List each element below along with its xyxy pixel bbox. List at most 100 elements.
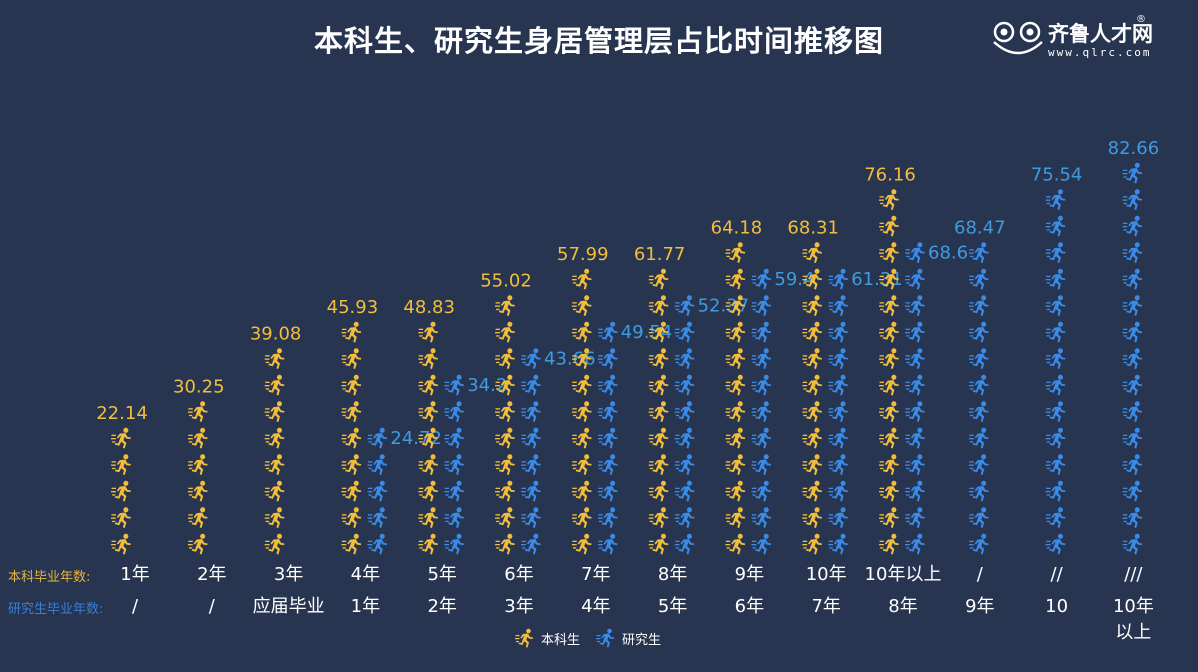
legend-undergrad-icon <box>515 628 535 648</box>
grad-years-tick-label: 9年 <box>965 596 995 617</box>
grad-runner-icon <box>1045 215 1066 237</box>
undergrad-runner-icon <box>187 480 208 502</box>
undergrad-runner-icon <box>264 427 285 449</box>
undergrad-runner-icon <box>725 348 746 369</box>
grad-runner-icon <box>444 507 464 528</box>
grad-runner-icon <box>968 295 989 316</box>
grad-runner-icon <box>968 374 989 396</box>
undergrad-runner-icon <box>495 321 515 343</box>
undergrad-row-label: 本科毕业年数: <box>8 570 91 585</box>
grad-runner-icon <box>674 533 695 555</box>
undergrad-runner-icon <box>648 401 669 422</box>
undergrad-runner-icon <box>341 348 362 369</box>
undergrad-runner-icon <box>341 533 362 555</box>
undergrad-runner-icon <box>264 454 285 475</box>
grad-runner-icon <box>597 348 618 369</box>
undergrad-runner-icon <box>495 295 515 316</box>
undergrad-runner-icon <box>418 480 438 502</box>
undergrad-runner-icon <box>802 454 822 475</box>
undergrad-runner-icon <box>725 454 746 475</box>
undergrad-runner-icon <box>802 480 822 502</box>
grad-runner-icon <box>521 348 541 369</box>
grad-runner-icon <box>521 454 541 475</box>
grad-runner-icon <box>597 480 618 502</box>
grad-runner-icon <box>751 454 772 475</box>
grad-runner-icon <box>674 454 695 475</box>
grad-runner-icon <box>444 533 464 555</box>
grad-runner-icon <box>828 480 848 502</box>
grad-runner-icon <box>905 268 925 290</box>
grad-runner-icon <box>905 454 925 475</box>
chart-title: 本科生、研究生身居管理层占比时间推移图 <box>313 24 884 58</box>
undergrad-runner-icon <box>725 242 746 263</box>
grad-runner-icon <box>674 295 695 316</box>
grad-runner-icon <box>1045 480 1066 502</box>
undergrad-years-tick-label: 2年 <box>197 564 227 585</box>
undergrad-runner-icon <box>341 427 362 449</box>
grad-runner-icon <box>444 454 464 475</box>
grad-runner-icon <box>1045 454 1066 475</box>
grad-runner-icon <box>1122 242 1143 263</box>
undergrad-runner-icon <box>341 401 362 422</box>
undergrad-runner-icon <box>495 480 515 502</box>
undergrad-runner-icon <box>571 321 592 343</box>
undergrad-runner-icon <box>802 533 822 555</box>
undergrad-runner-icon <box>879 348 899 369</box>
grad-runner-icon <box>444 427 464 449</box>
undergrad-runner-icon <box>571 507 592 528</box>
grad-runner-icon <box>968 321 989 343</box>
grad-runner-icon <box>828 268 848 290</box>
undergrad-runner-icon <box>418 321 438 343</box>
grad-runner-icon <box>751 374 772 396</box>
undergrad-runner-icon <box>648 454 669 475</box>
undergrad-runner-icon <box>264 507 285 528</box>
undergrad-runner-icon <box>264 480 285 502</box>
undergrad-value-label: 76.16 <box>864 165 916 186</box>
grad-runner-icon <box>1122 348 1143 369</box>
grad-row-label: 研究生毕业年数: <box>8 602 104 617</box>
grad-runner-icon <box>1045 295 1066 316</box>
grad-runner-icon <box>968 480 989 502</box>
undergrad-runner-icon <box>802 348 822 369</box>
undergrad-runner-icon <box>571 533 592 555</box>
grad-runner-icon <box>968 242 989 263</box>
undergrad-runner-icon <box>879 454 899 475</box>
undergrad-years-tick-label: 10年 <box>805 564 847 585</box>
grad-runner-icon <box>905 507 925 528</box>
grad-runner-icon <box>905 321 925 343</box>
undergrad-runner-icon <box>111 427 131 449</box>
undergrad-runner-icon <box>571 268 592 290</box>
undergrad-runner-icon <box>879 295 899 316</box>
grad-runner-icon <box>597 533 618 555</box>
grad-runner-icon <box>521 507 541 528</box>
undergrad-runner-icon <box>802 427 822 449</box>
grad-runner-icon <box>1045 507 1066 528</box>
legend-grad-icon <box>596 628 616 648</box>
grad-value-label: 82.66 <box>1108 138 1160 159</box>
grad-runner-icon <box>674 507 695 528</box>
grad-runner-icon <box>367 454 388 475</box>
grad-runner-icon <box>1122 189 1143 210</box>
grad-runner-icon <box>367 480 388 502</box>
undergrad-runner-icon <box>111 533 131 555</box>
undergrad-years-tick-label: 5年 <box>427 564 457 585</box>
undergrad-runner-icon <box>341 454 362 475</box>
undergrad-runner-icon <box>725 507 746 528</box>
grad-runner-icon <box>1122 268 1143 290</box>
grad-runner-icon <box>828 533 848 555</box>
grad-runner-icon <box>905 295 925 316</box>
grad-years-tick-label: 1年 <box>350 596 381 617</box>
grad-runner-icon <box>905 348 925 369</box>
undergrad-runner-icon <box>571 295 592 316</box>
undergrad-runner-icon <box>725 374 746 396</box>
undergrad-runner-icon <box>341 321 362 343</box>
frog-logo-icon <box>993 21 1043 55</box>
grad-runner-icon <box>367 533 388 555</box>
grad-runner-icon <box>674 480 695 502</box>
grad-runner-icon <box>968 454 989 475</box>
grad-runner-icon <box>1045 268 1066 290</box>
undergrad-years-tick-label: // <box>1050 564 1063 585</box>
grad-years-tick-label: 8年 <box>888 596 918 617</box>
grad-runner-icon <box>444 401 464 422</box>
grad-runner-icon <box>905 242 925 263</box>
